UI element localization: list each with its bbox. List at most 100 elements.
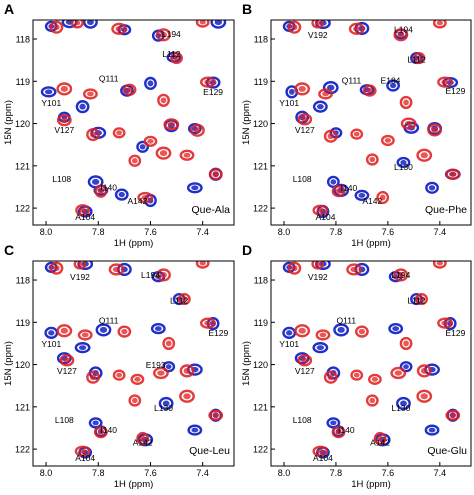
peak-bound — [156, 268, 171, 282]
peak-bound-core — [74, 20, 81, 26]
peak-bound-core — [441, 79, 449, 85]
peak-bound — [163, 118, 180, 131]
x-tick-label: 7.6 — [144, 468, 157, 478]
peak-bound — [128, 154, 142, 167]
peak-free — [114, 188, 129, 201]
y-axis-label: 15N (ppm) — [3, 341, 14, 386]
peak-free — [210, 20, 227, 29]
peak-bound — [112, 369, 126, 381]
peak-free — [95, 323, 112, 337]
peak-bound-core — [449, 171, 457, 177]
peak-free — [187, 424, 203, 436]
x-axis-label: 1H (ppm) — [351, 479, 391, 490]
peak-bound-core — [316, 207, 325, 213]
plot-frame — [32, 19, 235, 226]
residue-label: A142 — [370, 438, 390, 448]
y-tick-label: 121 — [15, 402, 30, 412]
peak-bound-core — [126, 87, 133, 93]
peak-bound — [70, 20, 84, 29]
peak-bound — [137, 191, 154, 204]
peak-free-core — [288, 88, 295, 95]
peak-bound-core — [314, 20, 321, 26]
peak-bound-core — [147, 138, 154, 144]
peak-bound — [399, 95, 413, 110]
residue-label: Y101 — [279, 339, 299, 349]
residue-label: Q111 — [99, 316, 119, 326]
peak-bound — [427, 123, 443, 137]
y-tick-label: 120 — [253, 360, 268, 370]
peak-free-core — [87, 20, 94, 26]
peak-bound — [208, 168, 223, 181]
peak-bound — [190, 123, 205, 137]
peak-free-core — [99, 326, 108, 333]
peak-bound-core — [160, 97, 167, 104]
peak-bound-core — [335, 188, 342, 194]
peak-bound-core — [418, 296, 425, 302]
peak-bound — [93, 426, 108, 439]
y-tick-label: 121 — [253, 161, 268, 171]
peak-free-core — [358, 192, 366, 198]
peak-bound — [350, 369, 364, 381]
peak-bound-core — [134, 376, 141, 382]
peak-bound — [311, 261, 325, 270]
peak-bound — [365, 394, 379, 407]
peak-bound — [56, 82, 73, 96]
peak-bound-core — [165, 340, 172, 347]
peak-bound-core — [436, 20, 443, 26]
peak-bound-core — [194, 127, 201, 134]
residue-label: Q111 — [342, 75, 362, 85]
peak-bound — [390, 366, 407, 380]
residue-label: L112 — [407, 295, 426, 305]
peak-bound — [86, 370, 100, 384]
x-axis-label: 1H (ppm) — [351, 238, 391, 249]
peak-bound-core — [314, 261, 321, 267]
peak-bound-core — [121, 328, 128, 335]
peak-bound-core — [173, 55, 180, 61]
peak-bound-core — [379, 194, 386, 201]
peak-free — [150, 323, 166, 335]
residue-label: L194 — [391, 270, 410, 280]
y-tick-label: 119 — [254, 318, 268, 328]
residue-label: L130 — [154, 403, 173, 413]
peak-free-core — [191, 427, 199, 433]
y-tick-label: 122 — [253, 204, 268, 214]
peak-bound-core — [416, 55, 422, 61]
peak-bound-core — [77, 261, 83, 267]
x-tick-label: 7.6 — [382, 227, 395, 237]
peak-bound — [143, 135, 158, 147]
peak-bound-core — [199, 20, 206, 25]
peak-bound-core — [212, 171, 219, 177]
peak-bound-core — [335, 429, 342, 435]
peak-bound-core — [377, 435, 383, 442]
residue-label: I140 — [338, 425, 355, 435]
residue-label: A104 — [313, 453, 333, 463]
peak-free — [396, 396, 411, 411]
peak-bound-core — [63, 357, 71, 364]
peak-bound — [416, 389, 433, 403]
residue-label: L194 — [394, 25, 413, 35]
peak-free — [386, 79, 400, 92]
x-tick-label: 7.4 — [434, 227, 447, 237]
peak-bound — [437, 317, 453, 329]
peak-bound — [49, 261, 64, 275]
peak-bound — [393, 268, 409, 282]
x-axis-label: 1H (ppm) — [114, 479, 154, 490]
peak-bound-core — [420, 393, 428, 400]
peak-bound — [208, 409, 224, 421]
peak-bound — [108, 263, 125, 276]
peak-bound — [297, 113, 313, 126]
peak-free-core — [139, 144, 146, 150]
peak-bound-core — [397, 271, 405, 278]
peak-free — [326, 175, 340, 188]
peak-bound — [179, 364, 195, 378]
peak-bound-core — [291, 265, 298, 272]
peak-bound — [445, 409, 461, 421]
peak-bound-core — [298, 327, 306, 334]
peak-bound-core — [89, 131, 97, 138]
peak-free — [158, 396, 174, 411]
peak-bound-core — [98, 188, 104, 195]
peak-bound — [346, 263, 363, 276]
peak-bound — [73, 261, 87, 270]
peak-bound — [195, 20, 210, 28]
